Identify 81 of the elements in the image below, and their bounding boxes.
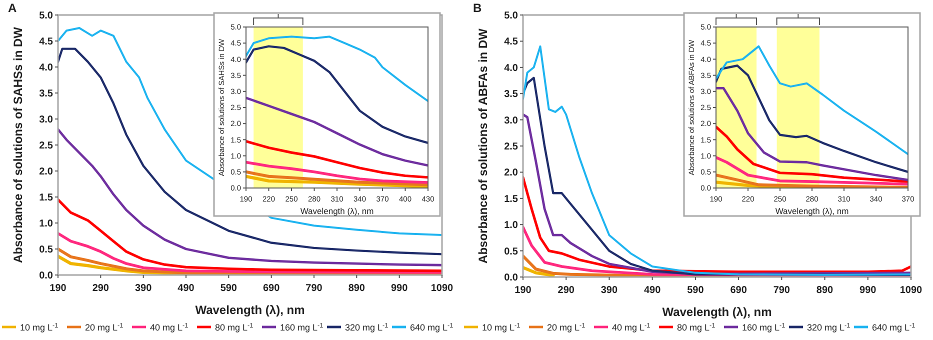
line-series (716, 45, 908, 156)
line-series (246, 170, 428, 186)
x-tick-label: 690 (262, 283, 280, 294)
y-tick-label: 5.0 (504, 10, 518, 22)
y-tick-label: 0.5 (504, 246, 518, 258)
y-tick-label: 2.0 (504, 168, 518, 179)
line-series (716, 156, 908, 186)
line-series (246, 96, 428, 167)
x-tick-label: 790 (306, 283, 323, 294)
line-series (246, 174, 428, 188)
line-series (58, 232, 442, 274)
y-tick-label: 2.0 (39, 166, 54, 178)
line-series (58, 128, 442, 266)
y-tick-label: 4.0 (504, 62, 518, 74)
legend-label: 160 mg L$^{-1}$ (280, 322, 324, 332)
y-tick-label: 1.5 (504, 194, 518, 205)
x-axis-title: Wavelength (λ), nm (775, 206, 849, 216)
y-tick-label: 3.5 (504, 89, 518, 100)
y-tick-label: 0.0 (39, 270, 54, 282)
legend-label: 320 mg L$^{-1}$ (807, 322, 851, 332)
line-series (716, 64, 908, 173)
y-tick-label: 3.5 (39, 88, 54, 100)
x-tick-label: 490 (178, 283, 195, 294)
legend-label: 40 mg L$^{-1}$ (612, 322, 651, 332)
legend-label: 320 mg L$^{-1}$ (345, 322, 389, 332)
x-tick-label: 990 (860, 285, 877, 296)
legend-label: 160 mg L$^{-1}$ (742, 322, 786, 332)
legend-label: 40 mg L$^{-1}$ (150, 322, 189, 332)
y-tick-label: 3.0 (504, 115, 518, 126)
line-series (716, 174, 908, 188)
x-tick-label: 890 (816, 285, 834, 296)
legend-label: 80 mg L$^{-1}$ (215, 322, 254, 332)
line-series (246, 45, 428, 144)
x-tick-label: 390 (134, 283, 152, 294)
chart-title: A (8, 1, 17, 15)
x-axis-title: Wavelength (λ), nm (662, 305, 772, 319)
y-tick-label: 5.0 (39, 10, 54, 22)
y-tick-label: 0.5 (39, 244, 54, 256)
legend-label: 640 mg L$^{-1}$ (410, 322, 454, 332)
x-tick-label: 290 (558, 285, 575, 296)
x-tick-label: 590 (220, 283, 238, 294)
x-tick-label: 590 (687, 285, 704, 296)
line-series (246, 140, 428, 179)
x-tick-label: 490 (644, 285, 662, 296)
y-tick-label: 2.5 (39, 140, 54, 152)
line-series (246, 36, 428, 102)
x-tick-label: 990 (390, 283, 408, 294)
x-tick-label: 1090 (900, 285, 923, 296)
y-axis-title: Absorbance of solutions of SAHSs in DW (11, 26, 25, 264)
line-series (58, 248, 442, 275)
y-tick-label: 2.5 (504, 142, 518, 152)
line-series (58, 198, 442, 272)
line-series (716, 126, 908, 183)
x-tick-label: 390 (600, 285, 618, 296)
y-tick-label: 4.5 (504, 36, 518, 48)
y-tick-label: 4.0 (39, 62, 54, 74)
y-tick-label: 0.0 (504, 272, 518, 284)
x-tick-label: 190 (514, 285, 532, 296)
x-tick-label: 290 (92, 283, 110, 294)
legend-label: 80 mg L$^{-1}$ (677, 322, 716, 332)
y-tick-label: 1.5 (39, 192, 54, 204)
x-tick-label: 190 (50, 283, 67, 294)
x-tick-label: 1090 (430, 283, 454, 294)
x-axis-title: Wavelength (λ), nm (300, 206, 374, 216)
legend-label: 20 mg L$^{-1}$ (547, 322, 586, 332)
line-series (246, 160, 428, 184)
x-tick-label: 890 (348, 283, 366, 294)
x-tick-label: 690 (730, 285, 748, 296)
legend-label: 10 mg L$^{-1}$ (20, 322, 59, 332)
y-tick-label: 1.0 (39, 218, 54, 230)
legend-label: 640 mg L$^{-1}$ (872, 322, 916, 332)
y-axis-title: Absorbance of solutions of ABFAs in DW (476, 28, 490, 264)
chart-title: B (473, 1, 482, 15)
line-series (716, 86, 908, 182)
y-tick-label: 3.0 (39, 114, 54, 126)
y-tick-label: 1.0 (504, 220, 518, 232)
legend-label: 10 mg L$^{-1}$ (482, 322, 521, 332)
x-tick-label: 790 (773, 285, 790, 296)
y-tick-label: 4.5 (39, 36, 54, 48)
legend-label: 20 mg L$^{-1}$ (85, 322, 124, 332)
x-axis-title: Wavelength (λ), nm (195, 303, 305, 317)
